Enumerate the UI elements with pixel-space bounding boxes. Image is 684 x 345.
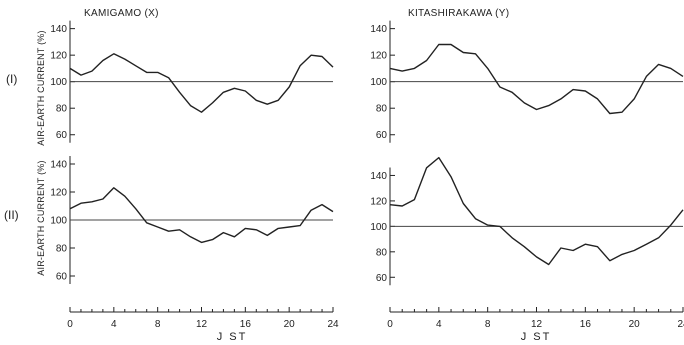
row-label-1: (I)	[6, 72, 17, 86]
x-axis-title-right: J ST	[521, 331, 552, 343]
x-tick-label: 12	[531, 319, 543, 330]
y-tick-label: 80	[376, 104, 388, 115]
y-tick-label: 60	[56, 130, 68, 141]
y-tick-label: 60	[376, 273, 388, 284]
x-tick-label: 24	[677, 319, 684, 330]
right-panel-title: KITASHIRAKAWA (Y)	[408, 8, 509, 19]
x-tick-label: 20	[629, 319, 641, 330]
series-line	[69, 187, 334, 244]
y-tick-label: 80	[376, 247, 388, 258]
x-tick-label: 12	[196, 319, 208, 330]
y-tick-label: 120	[370, 51, 387, 62]
y-tick-label: 100	[50, 77, 67, 88]
x-tick-label: 0	[387, 319, 393, 330]
x-tick-label: 8	[485, 319, 491, 330]
y-tick-label: 100	[370, 222, 387, 233]
x-axis-title-left: J ST	[217, 331, 248, 343]
y-tick-label: 140	[50, 160, 67, 171]
series-line	[389, 43, 684, 115]
y-tick-label: 140	[370, 171, 387, 182]
y-tick-label: 80	[56, 104, 68, 115]
y-tick-label: 120	[50, 188, 67, 199]
x-tick-label: 8	[155, 319, 161, 330]
left-panel-title: KAMIGAMO (X)	[84, 8, 159, 19]
x-tick-label: 0	[67, 319, 73, 330]
y-axis-label-top: AIR-EARTH CURRENT (%)	[36, 30, 46, 145]
x-tick-label: 4	[111, 319, 117, 330]
y-tick-label: 100	[50, 216, 67, 227]
y-tick-label: 120	[370, 196, 387, 207]
series-line	[69, 53, 334, 113]
series-line	[389, 156, 684, 266]
x-tick-label: 16	[580, 319, 592, 330]
x-axis-right: 0 4 8 12 16 20 24	[387, 307, 684, 330]
panel-kamigamo-1: 60 80 100 120 140	[50, 20, 334, 143]
y-tick-label: 140	[50, 24, 67, 35]
y-tick-label: 120	[50, 51, 67, 62]
y-tick-label: 60	[376, 130, 388, 141]
panel-kitashirakawa-2: 60 80 100 120 140	[370, 156, 684, 286]
x-tick-label: 24	[327, 319, 339, 330]
row-label-2: (II)	[4, 208, 19, 222]
x-axis-left: 0 4 8 12 16 20 24	[67, 307, 339, 330]
x-tick-label: 4	[436, 319, 442, 330]
x-tick-label: 20	[284, 319, 296, 330]
y-tick-label: 100	[370, 77, 387, 88]
y-tick-label: 80	[56, 244, 68, 255]
y-tick-label: 140	[370, 24, 387, 35]
panel-kamigamo-2: 60 80 100 120 140	[50, 156, 334, 284]
y-axis-label-bottom: AIR-EARTH CURRENT (%)	[36, 160, 46, 275]
x-tick-label: 16	[240, 319, 252, 330]
y-tick-label: 60	[56, 272, 68, 283]
panel-kitashirakawa-1: 60 80 100 120 140	[370, 20, 684, 143]
